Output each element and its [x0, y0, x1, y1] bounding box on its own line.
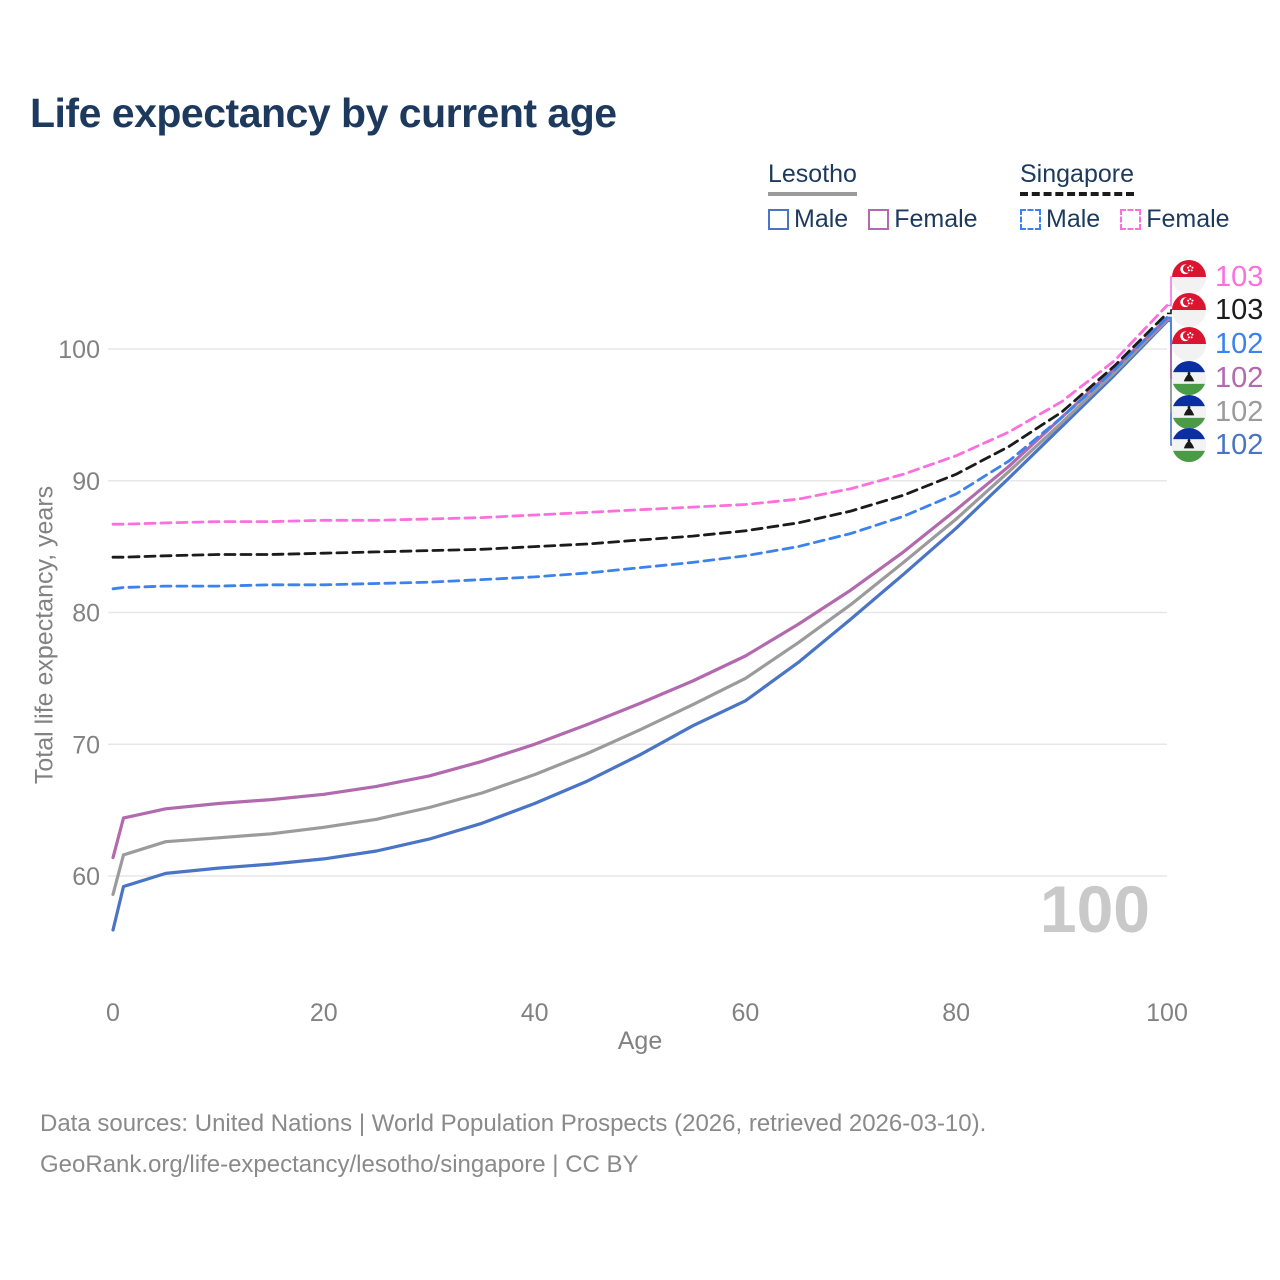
lesotho-female-swatch-icon [868, 209, 890, 230]
x-tick-label: 20 [310, 999, 338, 1027]
end-label-lesotho-female: 102 [1172, 361, 1263, 395]
x-tick-label: 0 [106, 999, 120, 1027]
lesotho-flag-icon [1172, 395, 1206, 429]
legend-label: Female [894, 205, 978, 233]
legend-item-singapore-female: Female [1120, 205, 1230, 234]
legend-heading-lesotho: Lesotho [768, 160, 857, 196]
age-watermark: 100 [1039, 872, 1150, 946]
y-tick-label: 80 [72, 600, 100, 628]
singapore-female-swatch-icon [1120, 209, 1142, 230]
legend-item-singapore-male: Male [1020, 205, 1100, 234]
y-axis-title: Total life expectancy, years [30, 485, 59, 785]
legend-heading-singapore: Singapore [1020, 160, 1134, 196]
attribution-line: GeoRank.org/life-expectancy/lesotho/sing… [40, 1151, 639, 1178]
x-tick-label: 40 [521, 999, 549, 1027]
end-value: 103 [1215, 260, 1264, 293]
singapore-male-swatch-icon [1020, 209, 1041, 230]
end-label-singapore-male: 102 [1172, 327, 1263, 361]
x-axis-title: Age [618, 1027, 662, 1055]
legend-label: Female [1146, 205, 1230, 233]
series-line-lesotho-both [111, 318, 1169, 897]
footer: Data sources: United Nations | World Pop… [40, 1103, 986, 1185]
end-value: 102 [1215, 361, 1264, 394]
series-line-singapore-both [111, 311, 1169, 559]
series-line-lesotho-male [111, 319, 1169, 932]
y-tick-label: 100 [58, 336, 100, 364]
legend-label: Male [1046, 205, 1101, 233]
series-line-lesotho-female [111, 317, 1169, 860]
singapore-flag-icon [1172, 327, 1206, 361]
x-tick-label: 80 [942, 999, 970, 1027]
end-label-singapore-both: 103 [1172, 293, 1263, 327]
y-tick-label: 60 [72, 863, 100, 891]
end-value: 102 [1215, 327, 1264, 360]
data-sources-line: Data sources: United Nations | World Pop… [40, 1110, 987, 1137]
singapore-flag-icon [1172, 293, 1206, 327]
x-tick-label: 100 [1146, 999, 1188, 1027]
legend-label: Male [794, 205, 849, 233]
series-line-singapore-female [111, 304, 1169, 526]
legend-item-lesotho-female: Female [868, 205, 978, 234]
end-value: 102 [1215, 395, 1264, 428]
legend-group-singapore: Singapore Male Female [1020, 160, 1230, 234]
legend-group-lesotho: Lesotho Male Female [768, 160, 978, 234]
singapore-flag-icon [1172, 260, 1206, 294]
lesotho-flag-icon [1172, 428, 1206, 462]
y-tick-label: 90 [72, 468, 100, 496]
end-label-singapore-female: 103 [1172, 260, 1263, 294]
end-value: 102 [1215, 428, 1264, 461]
end-label-lesotho-male: 102 [1172, 428, 1263, 462]
legend-item-lesotho-male: Male [768, 205, 848, 234]
lesotho-male-swatch-icon [768, 209, 789, 230]
page-title: Life expectancy by current age [30, 90, 617, 136]
lesotho-flag-icon [1172, 361, 1206, 395]
line-chart-canvas: 60 70 80 90 100 0 20 40 60 80 100 Age [58, 276, 1188, 1055]
end-value: 103 [1215, 293, 1264, 326]
end-label-lesotho-both: 102 [1172, 395, 1263, 429]
y-tick-label: 70 [72, 731, 100, 759]
series-line-singapore-male [111, 315, 1169, 591]
x-tick-label: 60 [731, 999, 759, 1027]
